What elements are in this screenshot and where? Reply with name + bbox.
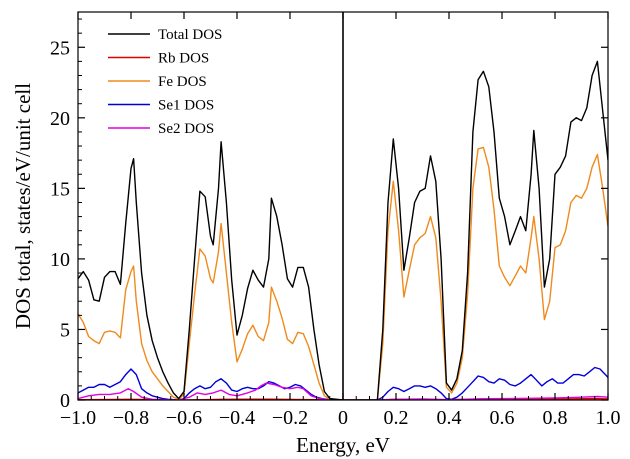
x-tick-label: 0.4 <box>437 407 462 429</box>
y-tick-label: 10 <box>50 249 70 271</box>
x-tick-label: −0.4 <box>219 407 255 429</box>
x-tick-label: 0 <box>338 407 348 429</box>
legend-label: Total DOS <box>158 27 222 43</box>
legend: Total DOS Rb DOS Fe DOS Se1 DOS Se2 DOS <box>108 27 222 137</box>
y-tick-label: 20 <box>50 108 70 130</box>
x-tick-label: 0.2 <box>384 407 409 429</box>
legend-label: Fe DOS <box>158 74 207 90</box>
x-tick-label: −0.2 <box>272 407 308 429</box>
legend-label: Rb DOS <box>158 51 209 67</box>
y-tick-label: 25 <box>50 37 70 59</box>
y-axis-label: DOS total, states/eV/unit cell <box>11 83 35 329</box>
x-tick-label: −1.0 <box>60 407 96 429</box>
x-tick-label: 0.6 <box>490 407 515 429</box>
x-axis-label: Energy, eV <box>296 433 390 457</box>
y-tick-label: 5 <box>60 319 70 341</box>
legend-label: Se1 DOS <box>158 98 214 114</box>
x-tick-label: −0.6 <box>166 407 202 429</box>
x-tick-label: 1.0 <box>596 407 621 429</box>
x-tick-label: 0.8 <box>543 407 568 429</box>
series-line-fe-dos <box>78 146 608 400</box>
x-tick-label: −0.8 <box>113 407 149 429</box>
y-axis-ticks: 0 5 10 15 20 25 <box>50 18 608 412</box>
y-tick-label: 0 <box>60 390 70 412</box>
x-axis-ticks: −1.0 −0.8 −0.6 −0.4 −0.2 0 0.2 0.4 0.6 0.8 1.0 <box>60 12 621 429</box>
series-line-total-dos <box>78 60 608 400</box>
legend-label: Se2 DOS <box>158 121 214 137</box>
y-tick-label: 15 <box>50 178 70 200</box>
